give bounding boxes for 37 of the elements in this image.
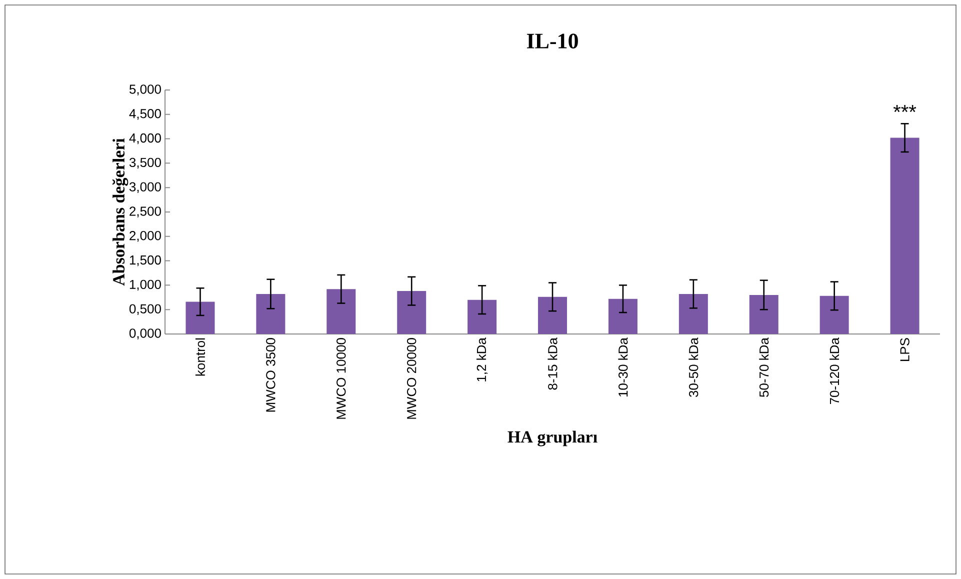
y-tick-label: 3,500 (129, 158, 161, 169)
x-tick-label: 1,2 kDa (476, 338, 488, 382)
annotation: *** (893, 105, 916, 112)
chart-title: IL-10 (526, 34, 578, 48)
bar (538, 296, 568, 334)
bar (186, 302, 215, 334)
x-tick-label: MWCO 20000 (407, 338, 416, 419)
x-tick-label: 8-15 kDa (548, 338, 558, 390)
y-tick-label: 1,000 (130, 280, 161, 291)
y-tick-label: 4,000 (129, 133, 161, 144)
x-tick-label: 30-50 kDa (688, 338, 698, 397)
bar (468, 300, 497, 334)
x-tick-label: 70-120 kDa (830, 338, 840, 404)
bar (397, 291, 426, 334)
x-tick-label: MWCO 10000 (336, 338, 346, 419)
y-tick-label: 0,500 (129, 304, 161, 315)
x-tick-label: 10-30 kDa (618, 338, 628, 396)
y-tick-label: 4,500 (129, 109, 161, 120)
y-tick-label: 2,500 (130, 206, 161, 218)
bar (890, 138, 920, 334)
y-axis-title: Absorbans değerleri (112, 138, 128, 286)
bar (608, 298, 638, 334)
y-tick-label: 5,000 (129, 84, 161, 96)
bar (749, 294, 778, 334)
y-tick-label: 0,000 (129, 328, 161, 340)
y-tick-label: 2,000 (130, 231, 161, 242)
bar (256, 294, 286, 334)
bar (678, 294, 708, 334)
x-tick-label: LPS (900, 338, 910, 362)
y-tick-label: 3,000 (129, 182, 161, 193)
x-tick-label: kontrol (195, 338, 206, 376)
y-tick-label: 1,500 (130, 255, 161, 266)
bar (820, 296, 849, 334)
bar (326, 289, 356, 334)
x-axis-title: HA grupları (508, 430, 598, 446)
x-tick-label: MWCO 3500 (266, 338, 276, 412)
x-tick-label: 50-70 kDa (759, 338, 769, 397)
